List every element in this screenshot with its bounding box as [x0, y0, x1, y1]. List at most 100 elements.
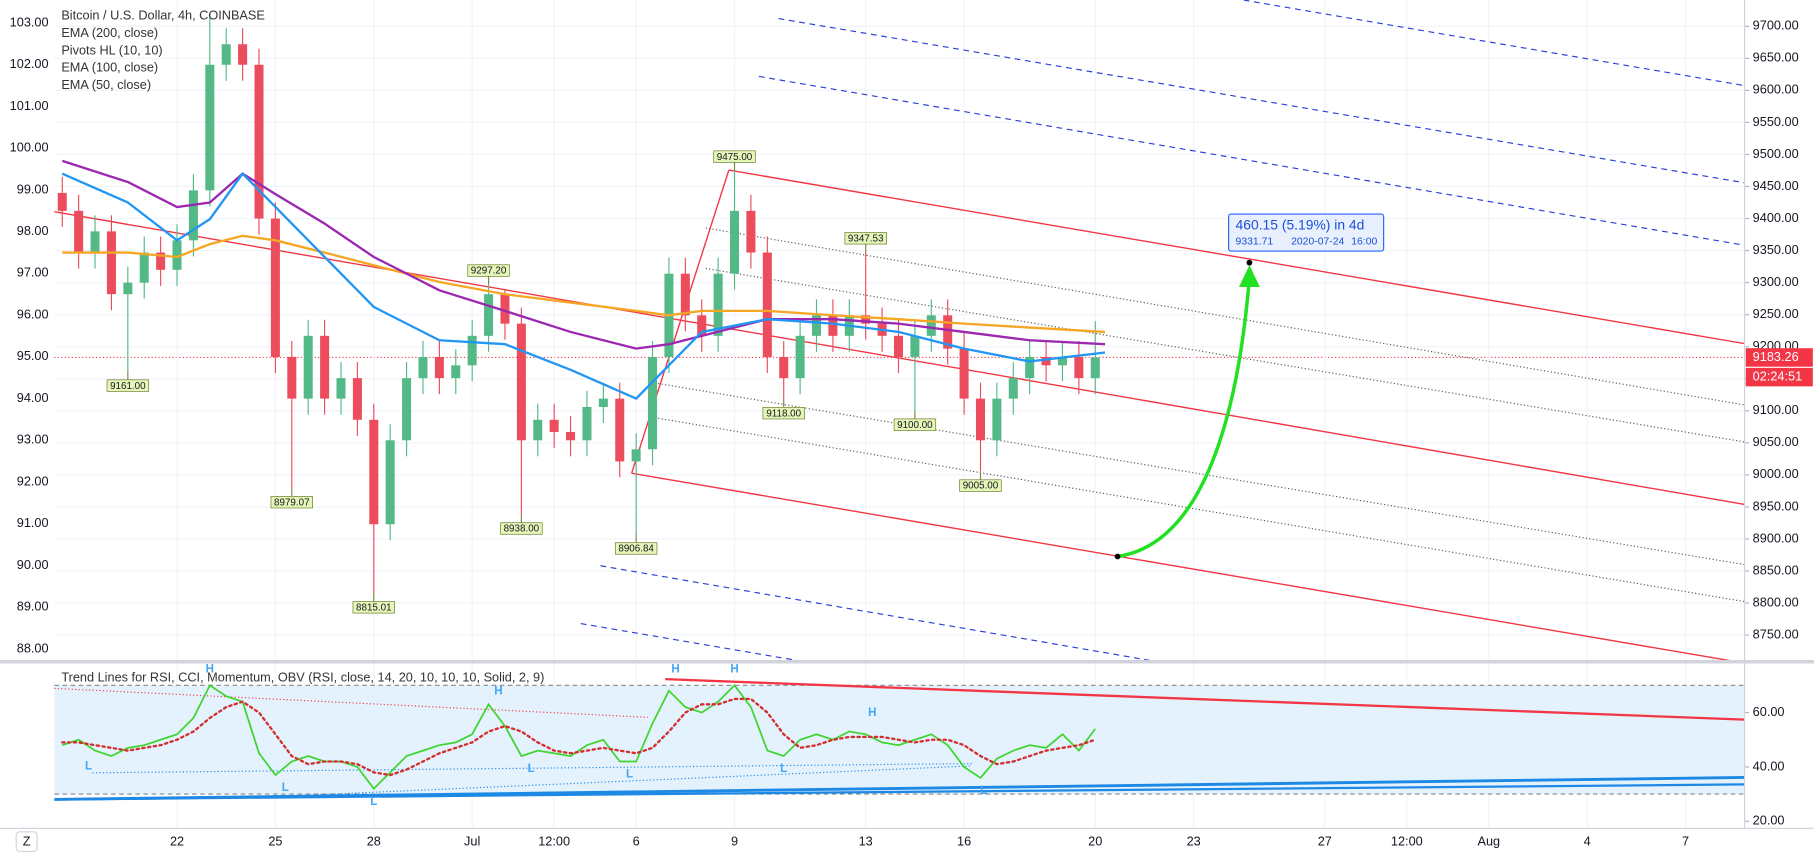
pivot-label: 8815.01	[356, 602, 392, 613]
rsi-trend-line	[665, 677, 1745, 721]
pivot-label: 9118.00	[766, 408, 801, 419]
pivot-label: 9100.00	[897, 420, 933, 431]
candle-body	[188, 190, 198, 241]
x-tick-label: 13	[859, 834, 873, 849]
x-tick-label: 16	[957, 834, 971, 849]
candle-body	[615, 398, 625, 462]
rsi-line	[61, 684, 1096, 790]
measure-price: 9331.71	[1236, 237, 1274, 248]
arrow-end	[1246, 259, 1253, 266]
y2-tick-label: 8950.00	[1753, 498, 1799, 513]
candle-body	[467, 335, 477, 366]
zoom-button-label[interactable]: Z	[23, 834, 31, 849]
y-tick-label: 40.00	[1753, 758, 1785, 773]
candle-body	[434, 356, 444, 379]
arrow-start	[1114, 553, 1121, 560]
pivot-marker: H	[206, 664, 214, 676]
y2-tick-label: 9300.00	[1753, 274, 1799, 289]
candle-body	[648, 356, 658, 450]
pivot-box	[500, 522, 543, 535]
pivot-marker: L	[780, 763, 787, 775]
candle-body	[730, 210, 740, 274]
pivot-box	[844, 232, 887, 245]
candle-body	[336, 378, 346, 399]
pivot-box	[106, 379, 150, 392]
legend-entry: EMA (50, close)	[61, 77, 151, 92]
y-tick-label: 95.00	[17, 348, 49, 363]
legend: Bitcoin / U.S. Dollar, 4h, COINBASE EMA …	[61, 8, 544, 685]
drawings	[54, 0, 1745, 801]
measure-date: 2020-07-24	[1291, 237, 1344, 248]
pivot-box	[713, 150, 756, 163]
zoom-button[interactable]	[15, 831, 38, 853]
y-tick-label: 96.00	[17, 306, 49, 321]
candle-body	[484, 294, 494, 336]
rsi-line	[61, 697, 1097, 777]
x-tick-label: 4	[1584, 834, 1591, 849]
y-tick-label: 20.00	[1753, 813, 1785, 828]
candle-body	[893, 335, 904, 357]
pivot-marker: L	[980, 785, 987, 797]
y-tick-label: 102.00	[10, 56, 49, 71]
candle-body	[746, 210, 756, 253]
candle-body	[418, 356, 428, 379]
pivot-marker: H	[671, 664, 679, 676]
y2-tick-label: 9500.00	[1753, 146, 1799, 161]
candle-body	[221, 44, 231, 65]
countdown-box	[1745, 367, 1813, 387]
rsi-trend-line	[289, 765, 972, 797]
pivot-box	[614, 542, 658, 555]
candle-body	[697, 315, 707, 336]
pivot-label: 9297.20	[471, 266, 507, 277]
x-tick-label: Aug	[1477, 834, 1500, 849]
pivot-label: 8938.00	[504, 524, 540, 535]
arrow-head	[1239, 264, 1260, 287]
pivot-marker: H	[730, 664, 738, 676]
pivot-marker: L	[85, 761, 92, 773]
last-price-box	[1745, 348, 1813, 367]
y2-tick-label: 8900.00	[1753, 530, 1799, 545]
pivot-box	[959, 479, 1002, 492]
candle-body	[402, 378, 412, 441]
y2-tick-label: 9550.00	[1753, 114, 1799, 129]
y2-tick-label: 8800.00	[1753, 594, 1799, 609]
candle-body	[369, 419, 379, 525]
dotted-line	[647, 415, 1745, 603]
pivot-label: 8979.07	[274, 497, 310, 508]
channel-line	[54, 211, 1745, 506]
y-tick-label: 98.00	[17, 223, 49, 238]
x-tick-label: 9	[731, 834, 738, 849]
candle-body	[106, 231, 116, 295]
candle-body	[533, 419, 543, 441]
candle-body	[812, 315, 822, 336]
candle-body	[992, 398, 1002, 441]
candle-body	[1008, 378, 1018, 399]
candle-body	[205, 64, 215, 191]
y-tick-label: 103.00	[10, 14, 49, 29]
candle-body	[254, 64, 264, 219]
candle-body	[795, 335, 805, 379]
candle-body	[582, 406, 592, 441]
candle-body	[549, 419, 559, 432]
rsi-title: Trend Lines for RSI, CCI, Momentum, OBV …	[61, 669, 544, 684]
x-tick-label: 25	[268, 834, 282, 849]
candle-body	[959, 348, 969, 399]
candle-body	[516, 323, 526, 441]
countdown-label: 02:24:51	[1753, 368, 1803, 383]
candle-body	[975, 398, 985, 441]
dashed-line	[1243, 0, 1745, 87]
pivot-marker: H	[868, 707, 876, 719]
y-tick-label: 93.00	[17, 432, 49, 447]
candle-body	[861, 315, 871, 324]
pivot-marker: L	[370, 796, 377, 808]
candle-body	[1057, 356, 1067, 366]
rsi-trend-line	[54, 783, 1745, 801]
candle-body	[303, 335, 313, 399]
candle-body	[713, 273, 723, 336]
y-tick-label: 90.00	[17, 557, 49, 572]
y-tick-label: 94.00	[17, 390, 49, 405]
candle-body	[172, 240, 182, 270]
pivot-box	[352, 601, 395, 614]
candle-body	[1090, 357, 1100, 379]
ema-line	[62, 234, 1106, 334]
